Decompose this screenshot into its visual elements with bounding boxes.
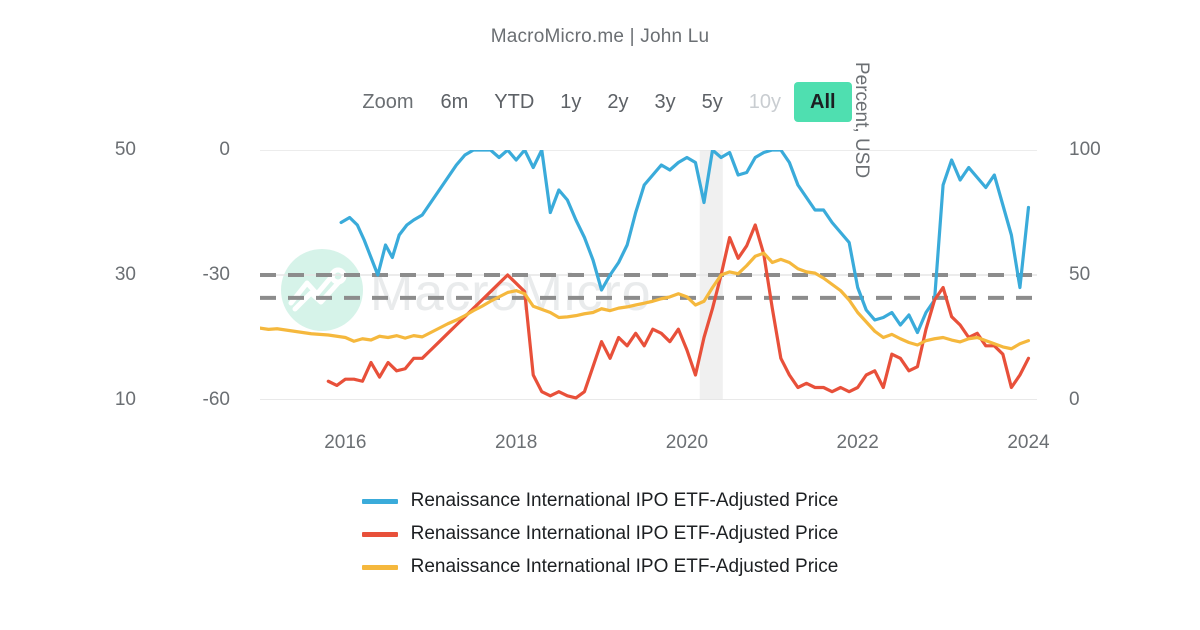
zoom-toolbar: Zoom 6m YTD 1y 2y 3y 5y 10y All	[0, 82, 1200, 122]
legend-label-yellow: Renaissance International IPO ETF-Adjust…	[410, 556, 839, 577]
y-tick-number-30: 30	[114, 264, 136, 285]
legend-item-red[interactable]: Renaissance International IPO ETF-Adjust…	[361, 523, 839, 545]
zoom-range-10y: 10y	[748, 91, 782, 113]
x-axis: 2016 2018 2020 2022 2024	[260, 432, 1049, 458]
plot-area	[260, 150, 1037, 400]
legend-label-red: Renaissance International IPO ETF-Adjust…	[410, 523, 839, 544]
y-tick-number-10: 10	[114, 389, 136, 410]
x-tick-2024: 2024	[1007, 432, 1050, 453]
chart-canvas	[260, 150, 1037, 400]
legend-swatch-blue	[361, 498, 398, 504]
x-tick-2022: 2022	[836, 432, 879, 453]
page-title: MacroMicro.me | John Lu	[490, 26, 710, 47]
x-tick-2020: 2020	[665, 432, 709, 453]
series-line-1	[326, 223, 1031, 400]
zoom-range-ytd[interactable]: YTD	[494, 91, 535, 113]
zoom-range-3y[interactable]: 3y	[654, 91, 676, 113]
x-tick-2018: 2018	[495, 432, 538, 453]
chart-legend: Renaissance International IPO ETF-Adjust…	[0, 490, 1200, 578]
x-tick-2016: 2016	[324, 432, 367, 453]
y-tick-percent-left--30: -30	[202, 264, 230, 285]
y-axis-percent-usd-left: -60 -30 0	[160, 139, 230, 410]
zoom-range-6m[interactable]: 6m	[440, 91, 469, 113]
y-tick-percent-right-100: 100	[1069, 139, 1101, 160]
legend-swatch-red	[361, 531, 398, 537]
series-line-0	[339, 150, 1031, 335]
y-tick-percent-left-0: 0	[219, 139, 230, 160]
zoom-range-1y[interactable]: 1y	[560, 91, 582, 113]
zoom-range-2y[interactable]: 2y	[607, 91, 629, 113]
zoom-range-5y[interactable]: 5y	[701, 91, 723, 113]
y-axis-percent-usd-right: 0 50 100	[1069, 139, 1129, 410]
series-line-2	[260, 251, 1031, 351]
y-tick-percent-right-50: 50	[1069, 264, 1091, 285]
y-tick-percent-right-0: 0	[1069, 389, 1080, 410]
legend-item-blue[interactable]: Renaissance International IPO ETF-Adjust…	[361, 490, 839, 512]
y-tick-number-50: 50	[114, 139, 136, 160]
legend-swatch-yellow	[361, 564, 398, 570]
zoom-range-all[interactable]: All	[794, 82, 852, 122]
y-axis-number-usd: 10 30 50	[78, 139, 136, 410]
y-tick-percent-left--60: -60	[202, 389, 230, 410]
legend-label-blue: Renaissance International IPO ETF-Adjust…	[410, 490, 839, 511]
zoom-label: Zoom	[362, 90, 414, 113]
legend-item-yellow[interactable]: Renaissance International IPO ETF-Adjust…	[361, 556, 839, 578]
